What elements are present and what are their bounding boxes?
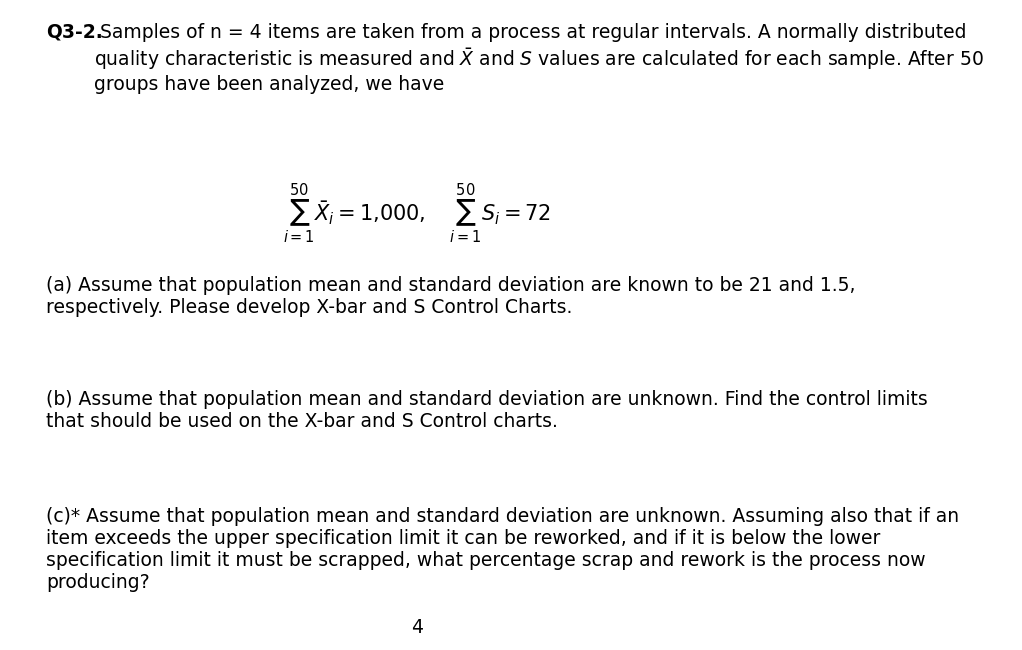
Text: $\sum_{i=1}^{50} \bar{X}_i = 1{,}000, \quad \sum_{i=1}^{50} S_i = 72$: $\sum_{i=1}^{50} \bar{X}_i = 1{,}000, \q… bbox=[283, 182, 552, 245]
Text: Samples of n = 4 items are taken from a process at regular intervals. A normally: Samples of n = 4 items are taken from a … bbox=[94, 23, 984, 94]
Text: (b) Assume that population mean and standard deviation are unknown. Find the con: (b) Assume that population mean and stan… bbox=[46, 390, 928, 431]
Text: (a) Assume that population mean and standard deviation are known to be 21 and 1.: (a) Assume that population mean and stan… bbox=[46, 276, 855, 317]
Text: Q3-2.: Q3-2. bbox=[46, 23, 102, 42]
Text: (c)* Assume that population mean and standard deviation are unknown. Assuming al: (c)* Assume that population mean and sta… bbox=[46, 507, 959, 592]
Text: 4: 4 bbox=[412, 618, 423, 637]
